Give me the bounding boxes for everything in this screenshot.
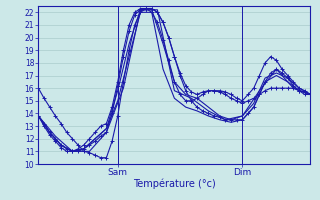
X-axis label: Température (°c): Température (°c) — [133, 179, 216, 189]
